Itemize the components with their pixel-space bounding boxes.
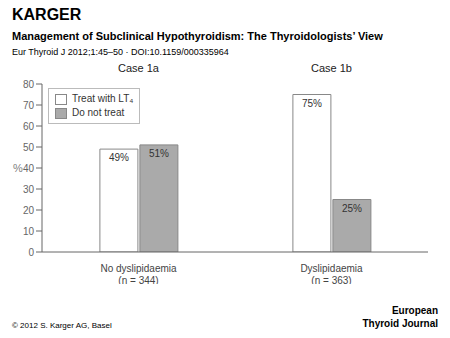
svg-text:49%: 49% — [109, 152, 129, 163]
html-text:Management of Subclinical Hypo: Management of Subclinical Hypothyroidism… — [12, 30, 383, 42]
svg-text:70: 70 — [23, 100, 35, 111]
svg-text:0: 0 — [28, 247, 34, 258]
svg-text:%: % — [13, 162, 23, 174]
html-text:Treat with LT₄: Treat with LT₄ — [72, 93, 134, 104]
svg-text:75%: 75% — [302, 98, 322, 109]
html-text:KARGER: KARGER — [12, 6, 82, 23]
svg-text:20: 20 — [23, 205, 35, 216]
svg-text:Case 1b: Case 1b — [311, 62, 352, 74]
svg-text:80: 80 — [23, 79, 35, 90]
svg-text:40: 40 — [23, 163, 35, 174]
svg-text:60: 60 — [23, 121, 35, 132]
svg-text:51%: 51% — [149, 148, 169, 159]
svg-text:10: 10 — [23, 226, 35, 237]
html-text:European Thyroid Journal: European Thyroid Journal — [362, 305, 438, 329]
svg-text:50: 50 — [23, 142, 35, 153]
svg-text:Dyslipidaemia(n = 363): Dyslipidaemia(n = 363) — [300, 263, 363, 284]
html-text:Eur Thyroid J 2012;1:45–50 · D: Eur Thyroid J 2012;1:45–50 · DOI:10.1159… — [12, 47, 229, 57]
svg-text:30: 30 — [23, 184, 35, 195]
html-text:Do not treat: Do not treat — [72, 107, 125, 118]
html-text:© 2012 S. Karger AG, Basel: © 2012 S. Karger AG, Basel — [12, 321, 112, 330]
svg-text:Case 1a: Case 1a — [118, 62, 160, 74]
svg-text:No dyslipidaemia(n = 344): No dyslipidaemia(n = 344) — [100, 263, 177, 284]
svg-text:25%: 25% — [342, 203, 362, 214]
